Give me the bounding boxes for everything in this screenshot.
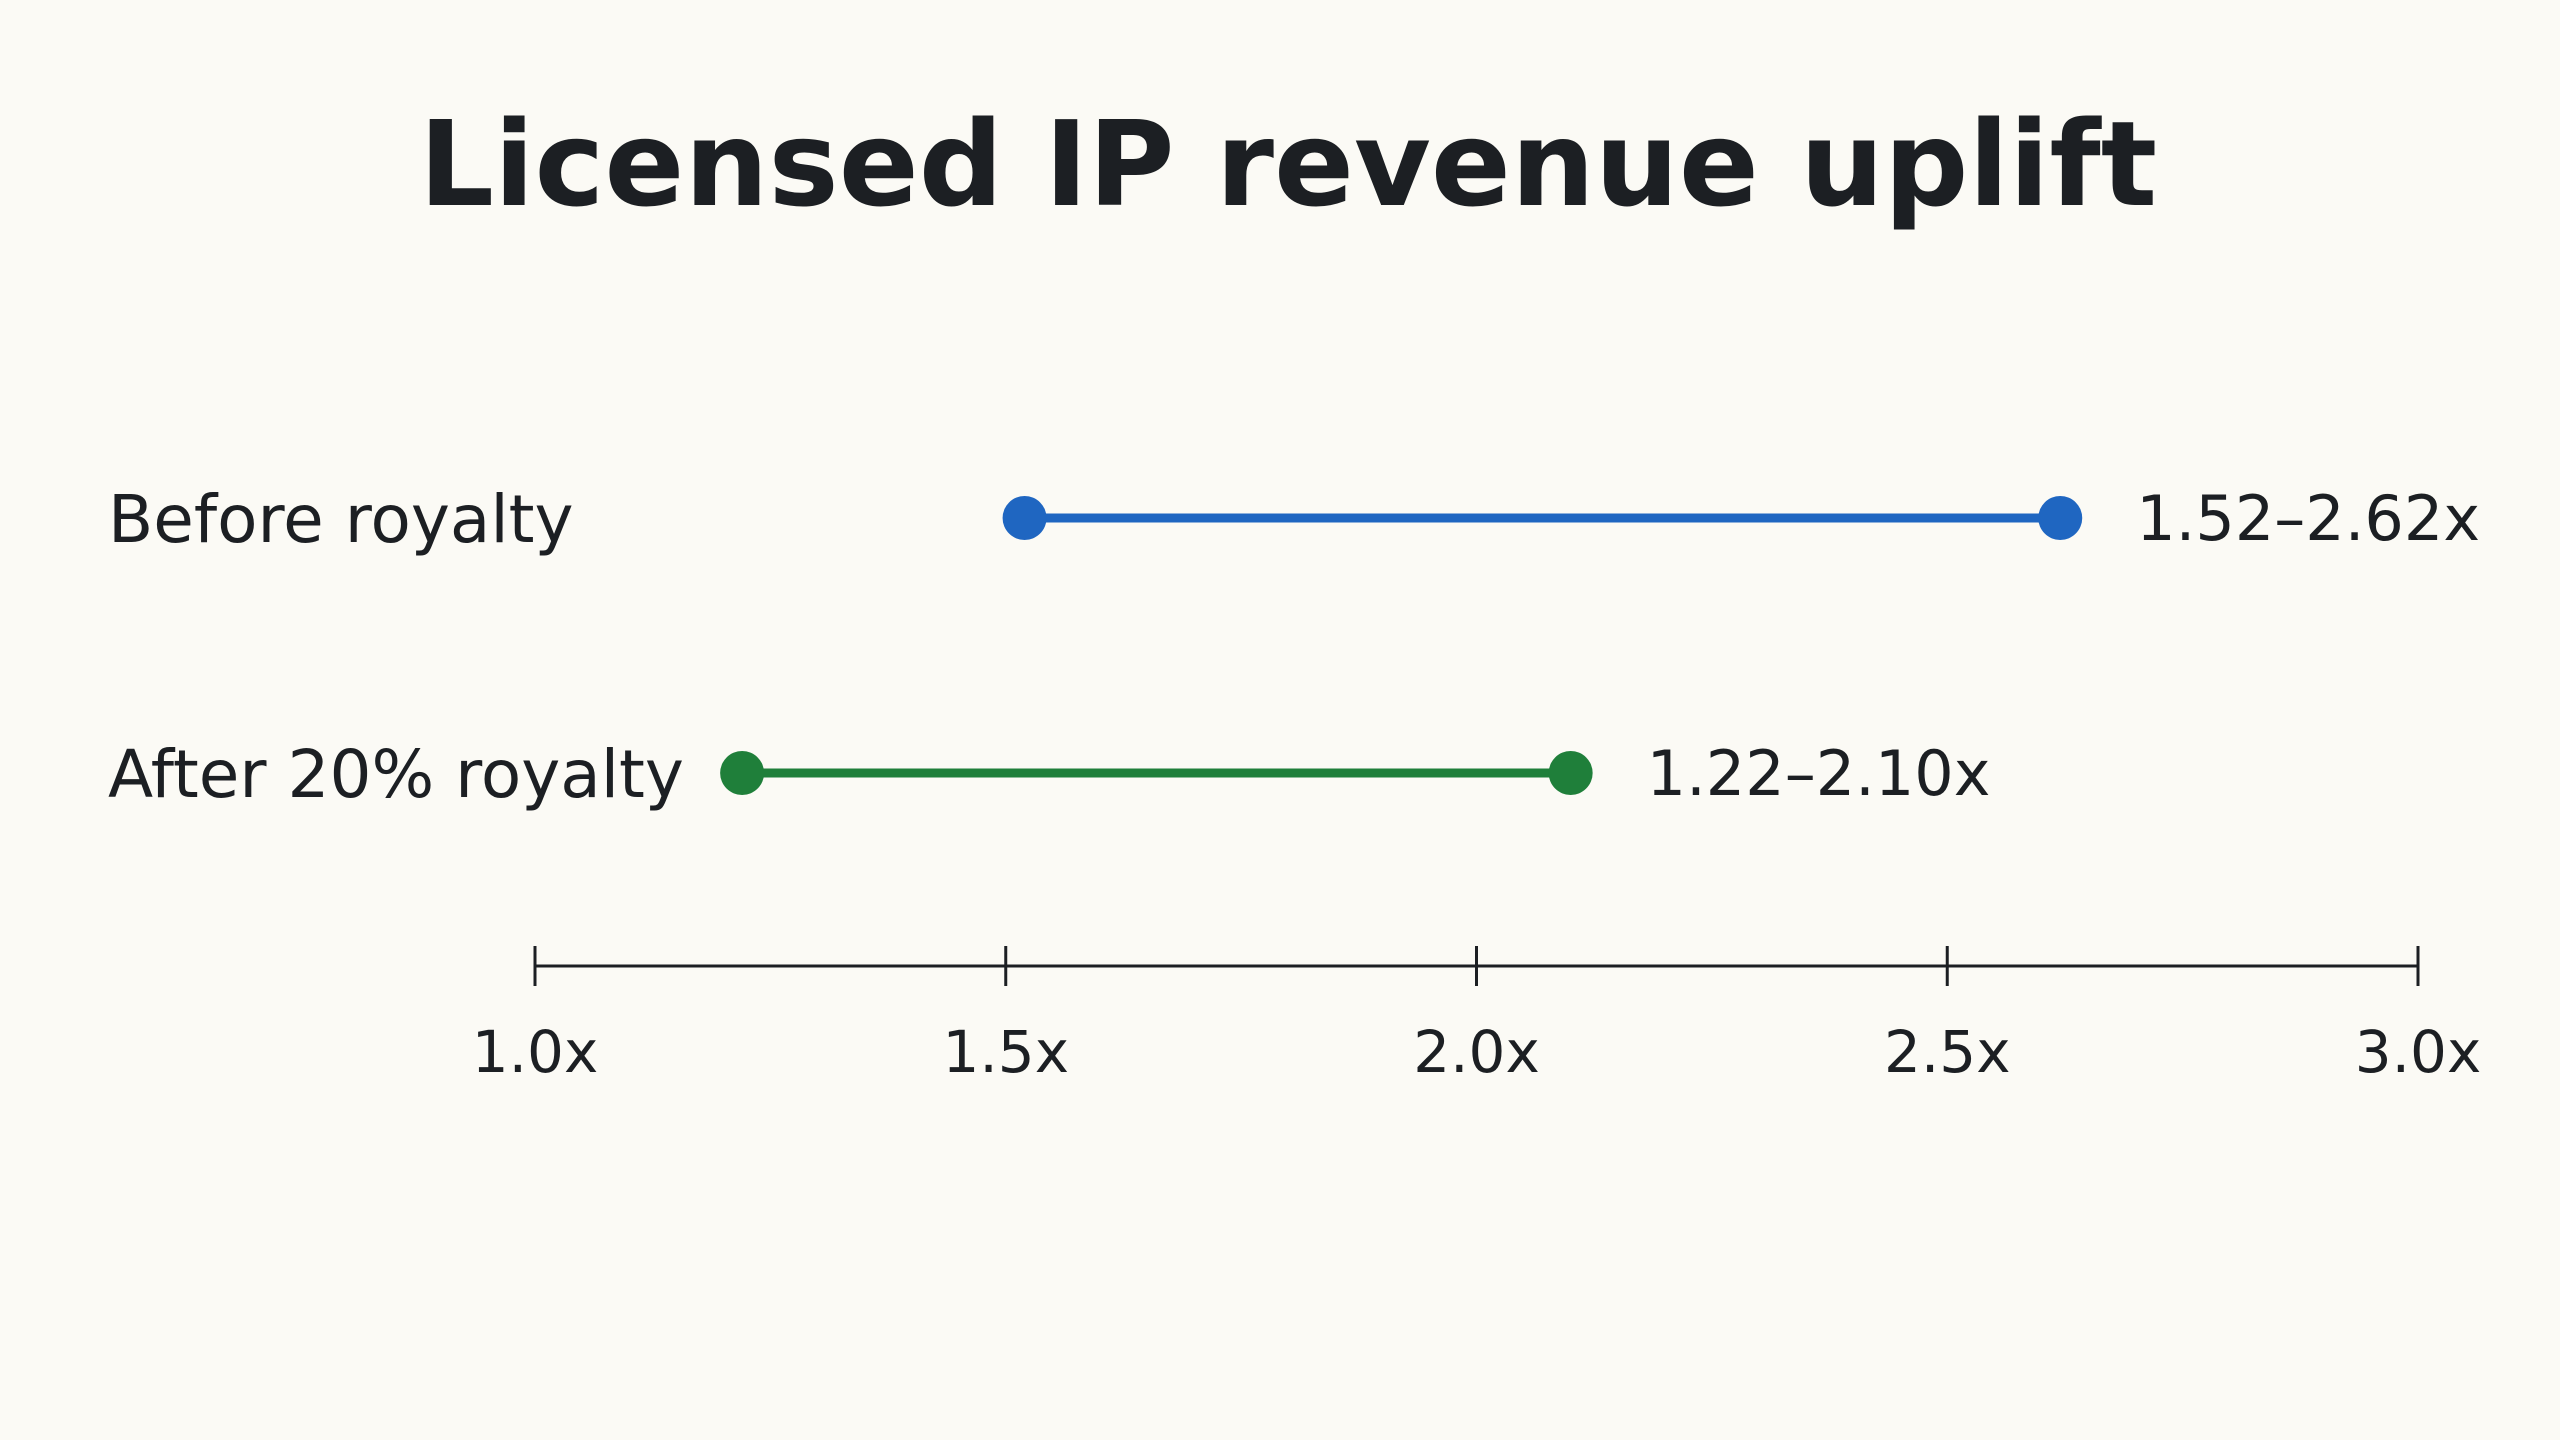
x-axis: 1.0x 1.5x 2.0x 2.5x 3.0x [472, 946, 2482, 1086]
range-high-point [2038, 496, 2083, 540]
range-rows: Before royalty 1.52–2.62x After 20% royalt… [108, 481, 2480, 813]
tick-label: 2.0x [1413, 1018, 1540, 1086]
row-label: After 20% royalty [108, 736, 684, 813]
range-row: Before royalty 1.52–2.62x [108, 481, 2480, 558]
row-label: Before royalty [108, 481, 574, 558]
range-high-point [1548, 751, 1593, 795]
tick-label: 1.0x [472, 1018, 599, 1086]
range-row: After 20% royalty 1.22–2.10x [108, 736, 1990, 813]
tick-label: 1.5x [942, 1018, 1069, 1086]
chart-title: Licensed IP revenue uplift [419, 95, 2157, 233]
range-low-point [1002, 496, 1047, 540]
tick-label: 3.0x [2355, 1018, 2482, 1086]
tick-label: 2.5x [1884, 1018, 2011, 1086]
range-value-label: 1.22–2.10x [1647, 737, 1991, 810]
range-value-label: 1.52–2.62x [2136, 482, 2480, 555]
range-low-point [720, 751, 765, 795]
